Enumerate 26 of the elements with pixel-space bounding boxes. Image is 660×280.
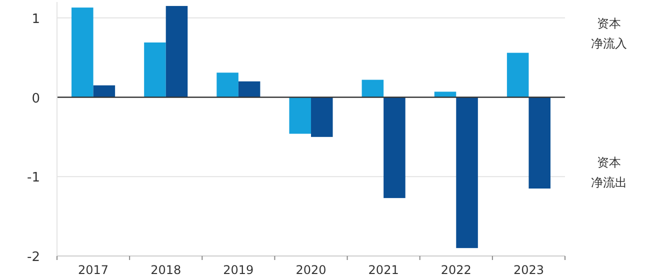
x-tick-label: 2023 bbox=[513, 263, 544, 277]
y-tick-label: 1 bbox=[32, 12, 40, 27]
y-tick-label: 0 bbox=[32, 91, 40, 106]
bar bbox=[456, 97, 478, 248]
bar bbox=[362, 80, 384, 98]
text: 资本净流出 bbox=[591, 156, 627, 190]
bar bbox=[384, 97, 406, 198]
x-tick-label: 2022 bbox=[440, 263, 472, 277]
y-tick-label: -2 bbox=[27, 250, 40, 265]
bar bbox=[166, 6, 188, 98]
x-tick-label: 2021 bbox=[368, 263, 399, 277]
y-tick-label: -1 bbox=[27, 170, 40, 186]
x-tick-label: 2018 bbox=[150, 263, 182, 277]
x-tick-label: 2019 bbox=[223, 263, 254, 277]
bar bbox=[528, 97, 550, 189]
bar bbox=[93, 85, 116, 98]
text: 资本净流入 bbox=[591, 16, 627, 51]
bar bbox=[238, 81, 260, 98]
x-tick-label: 2017 bbox=[78, 263, 109, 277]
bar bbox=[311, 97, 333, 137]
bar bbox=[72, 8, 94, 98]
bar bbox=[289, 97, 311, 134]
x-tick-label: 2020 bbox=[296, 263, 326, 277]
bar bbox=[216, 72, 238, 98]
bar bbox=[144, 42, 166, 98]
bar bbox=[506, 52, 529, 98]
